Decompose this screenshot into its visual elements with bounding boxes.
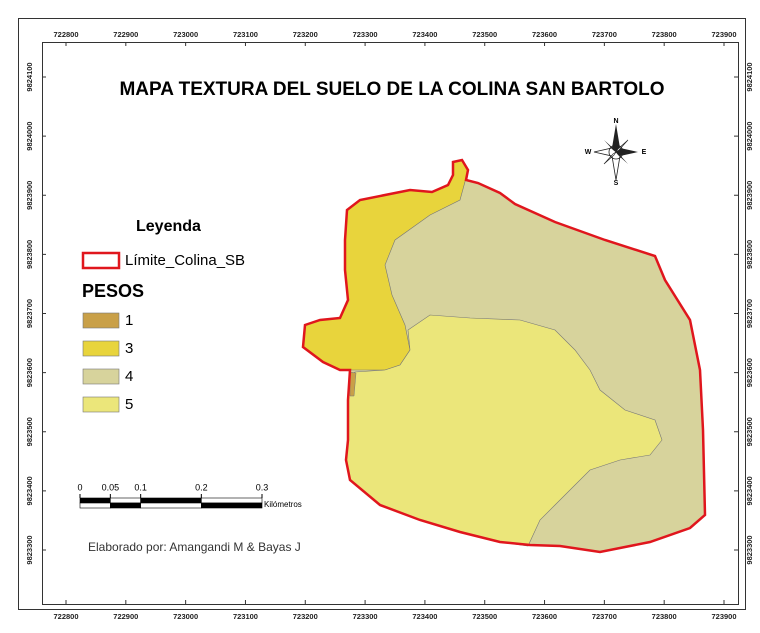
y-tick-label: 9823700 xyxy=(745,299,754,328)
x-tick-label: 723900 xyxy=(711,30,736,39)
y-tick-label: 9823800 xyxy=(745,240,754,269)
legend-swatch xyxy=(82,396,120,413)
compass-needle xyxy=(604,140,616,152)
x-tick-label: 723500 xyxy=(472,30,497,39)
y-tick-label: 9823500 xyxy=(25,417,34,446)
compass-w: W xyxy=(585,149,592,156)
x-tick-label: 723000 xyxy=(173,612,198,621)
legend: Leyenda Límite_Colina_SB PESOS 1 3 4 5 xyxy=(81,218,245,413)
legend-label: 4 xyxy=(125,368,133,385)
soil-zones xyxy=(301,158,707,554)
y-tick-label: 9823700 xyxy=(25,299,34,328)
y-tick-label: 9824000 xyxy=(25,122,34,151)
x-tick-label: 723900 xyxy=(711,612,736,621)
compass-e: E xyxy=(642,149,647,156)
x-tick-label: 723200 xyxy=(293,612,318,621)
legend-swatch xyxy=(82,368,120,385)
compass-ring xyxy=(608,144,624,160)
y-tick-label: 9823300 xyxy=(25,535,34,564)
legend-label: 5 xyxy=(125,396,133,413)
x-tick-label: 723600 xyxy=(532,612,557,621)
inner-frame xyxy=(42,42,739,605)
x-tick-label: 723700 xyxy=(592,612,617,621)
compass-needle xyxy=(616,148,638,156)
x-tick-label: 722900 xyxy=(113,612,138,621)
legend-label: 3 xyxy=(125,340,133,357)
x-tick-label: 723300 xyxy=(353,30,378,39)
legend-swatch xyxy=(81,251,121,270)
x-tick-label: 723400 xyxy=(412,612,437,621)
legend-swatch xyxy=(82,312,120,329)
y-tick-label: 9823800 xyxy=(25,240,34,269)
y-tick-label: 9823400 xyxy=(25,476,34,505)
x-tick-label: 723100 xyxy=(233,30,258,39)
y-tick-label: 9823900 xyxy=(745,181,754,210)
scale-bar: 0 0.05 0.1 0.2 0.3 Kilómetros xyxy=(77,482,301,509)
map-title: MAPA TEXTURA DEL SUELO DE LA COLINA SAN … xyxy=(119,79,664,100)
x-tick-label: 722800 xyxy=(53,30,78,39)
x-tick-label: 723000 xyxy=(173,30,198,39)
compass-needle xyxy=(616,152,628,164)
scale-unit: Kilómetros xyxy=(264,500,302,509)
y-tick-label: 9824100 xyxy=(25,62,34,91)
x-tick-label: 723800 xyxy=(652,30,677,39)
compass-n: N xyxy=(613,118,618,125)
scale-segment xyxy=(201,502,263,509)
legend-items: 1 3 4 5 xyxy=(82,312,133,413)
y-tick-label: 9823600 xyxy=(745,358,754,387)
scale-segment xyxy=(201,497,263,504)
y-tick-label: 9823900 xyxy=(25,181,34,210)
scale-label: 0 xyxy=(77,482,82,492)
scale-segment xyxy=(79,502,111,509)
scale-segment xyxy=(110,497,141,504)
compass-s: S xyxy=(614,180,619,187)
compass-needle xyxy=(603,151,617,165)
boundary xyxy=(301,158,707,554)
legend-group-title: PESOS xyxy=(82,281,144,301)
legend-title: Leyenda xyxy=(136,218,201,235)
legend-label: Límite_Colina_SB xyxy=(125,252,245,269)
credit: Elaborado por: Amangandi M & Bayas J xyxy=(88,540,301,554)
scale-segment xyxy=(140,497,202,504)
coordinate-ticks: 722800 722800 722900 722900 723000 723000 7231… xyxy=(25,30,754,621)
scale-label: 0.05 xyxy=(102,482,120,492)
outer-frame xyxy=(18,18,746,610)
x-tick-label: 723800 xyxy=(652,612,677,621)
y-tick-label: 9824000 xyxy=(745,122,754,151)
x-tick-label: 723200 xyxy=(293,30,318,39)
scale-label: 0.3 xyxy=(256,482,269,492)
x-tick-label: 722800 xyxy=(53,612,78,621)
x-tick-label: 723100 xyxy=(233,612,258,621)
y-tick-label: 9824100 xyxy=(745,62,754,91)
x-tick-label: 722900 xyxy=(113,30,138,39)
x-tick-label: 723700 xyxy=(592,30,617,39)
y-tick-label: 9823600 xyxy=(25,358,34,387)
legend-swatch xyxy=(82,340,120,357)
x-tick-label: 723400 xyxy=(412,30,437,39)
scale-label: 0.1 xyxy=(134,482,147,492)
compass: N S E W xyxy=(585,118,647,187)
scale-label: 0.2 xyxy=(195,482,208,492)
x-tick-label: 723300 xyxy=(353,612,378,621)
x-tick-label: 723600 xyxy=(532,30,557,39)
scale-segment xyxy=(140,502,202,509)
scale-segment xyxy=(110,502,141,509)
x-tick-label: 723500 xyxy=(472,612,497,621)
y-tick-label: 9823300 xyxy=(745,535,754,564)
scale-segment xyxy=(79,497,111,504)
y-tick-label: 9823500 xyxy=(745,417,754,446)
y-tick-label: 9823400 xyxy=(745,476,754,505)
legend-label: 1 xyxy=(125,312,133,329)
